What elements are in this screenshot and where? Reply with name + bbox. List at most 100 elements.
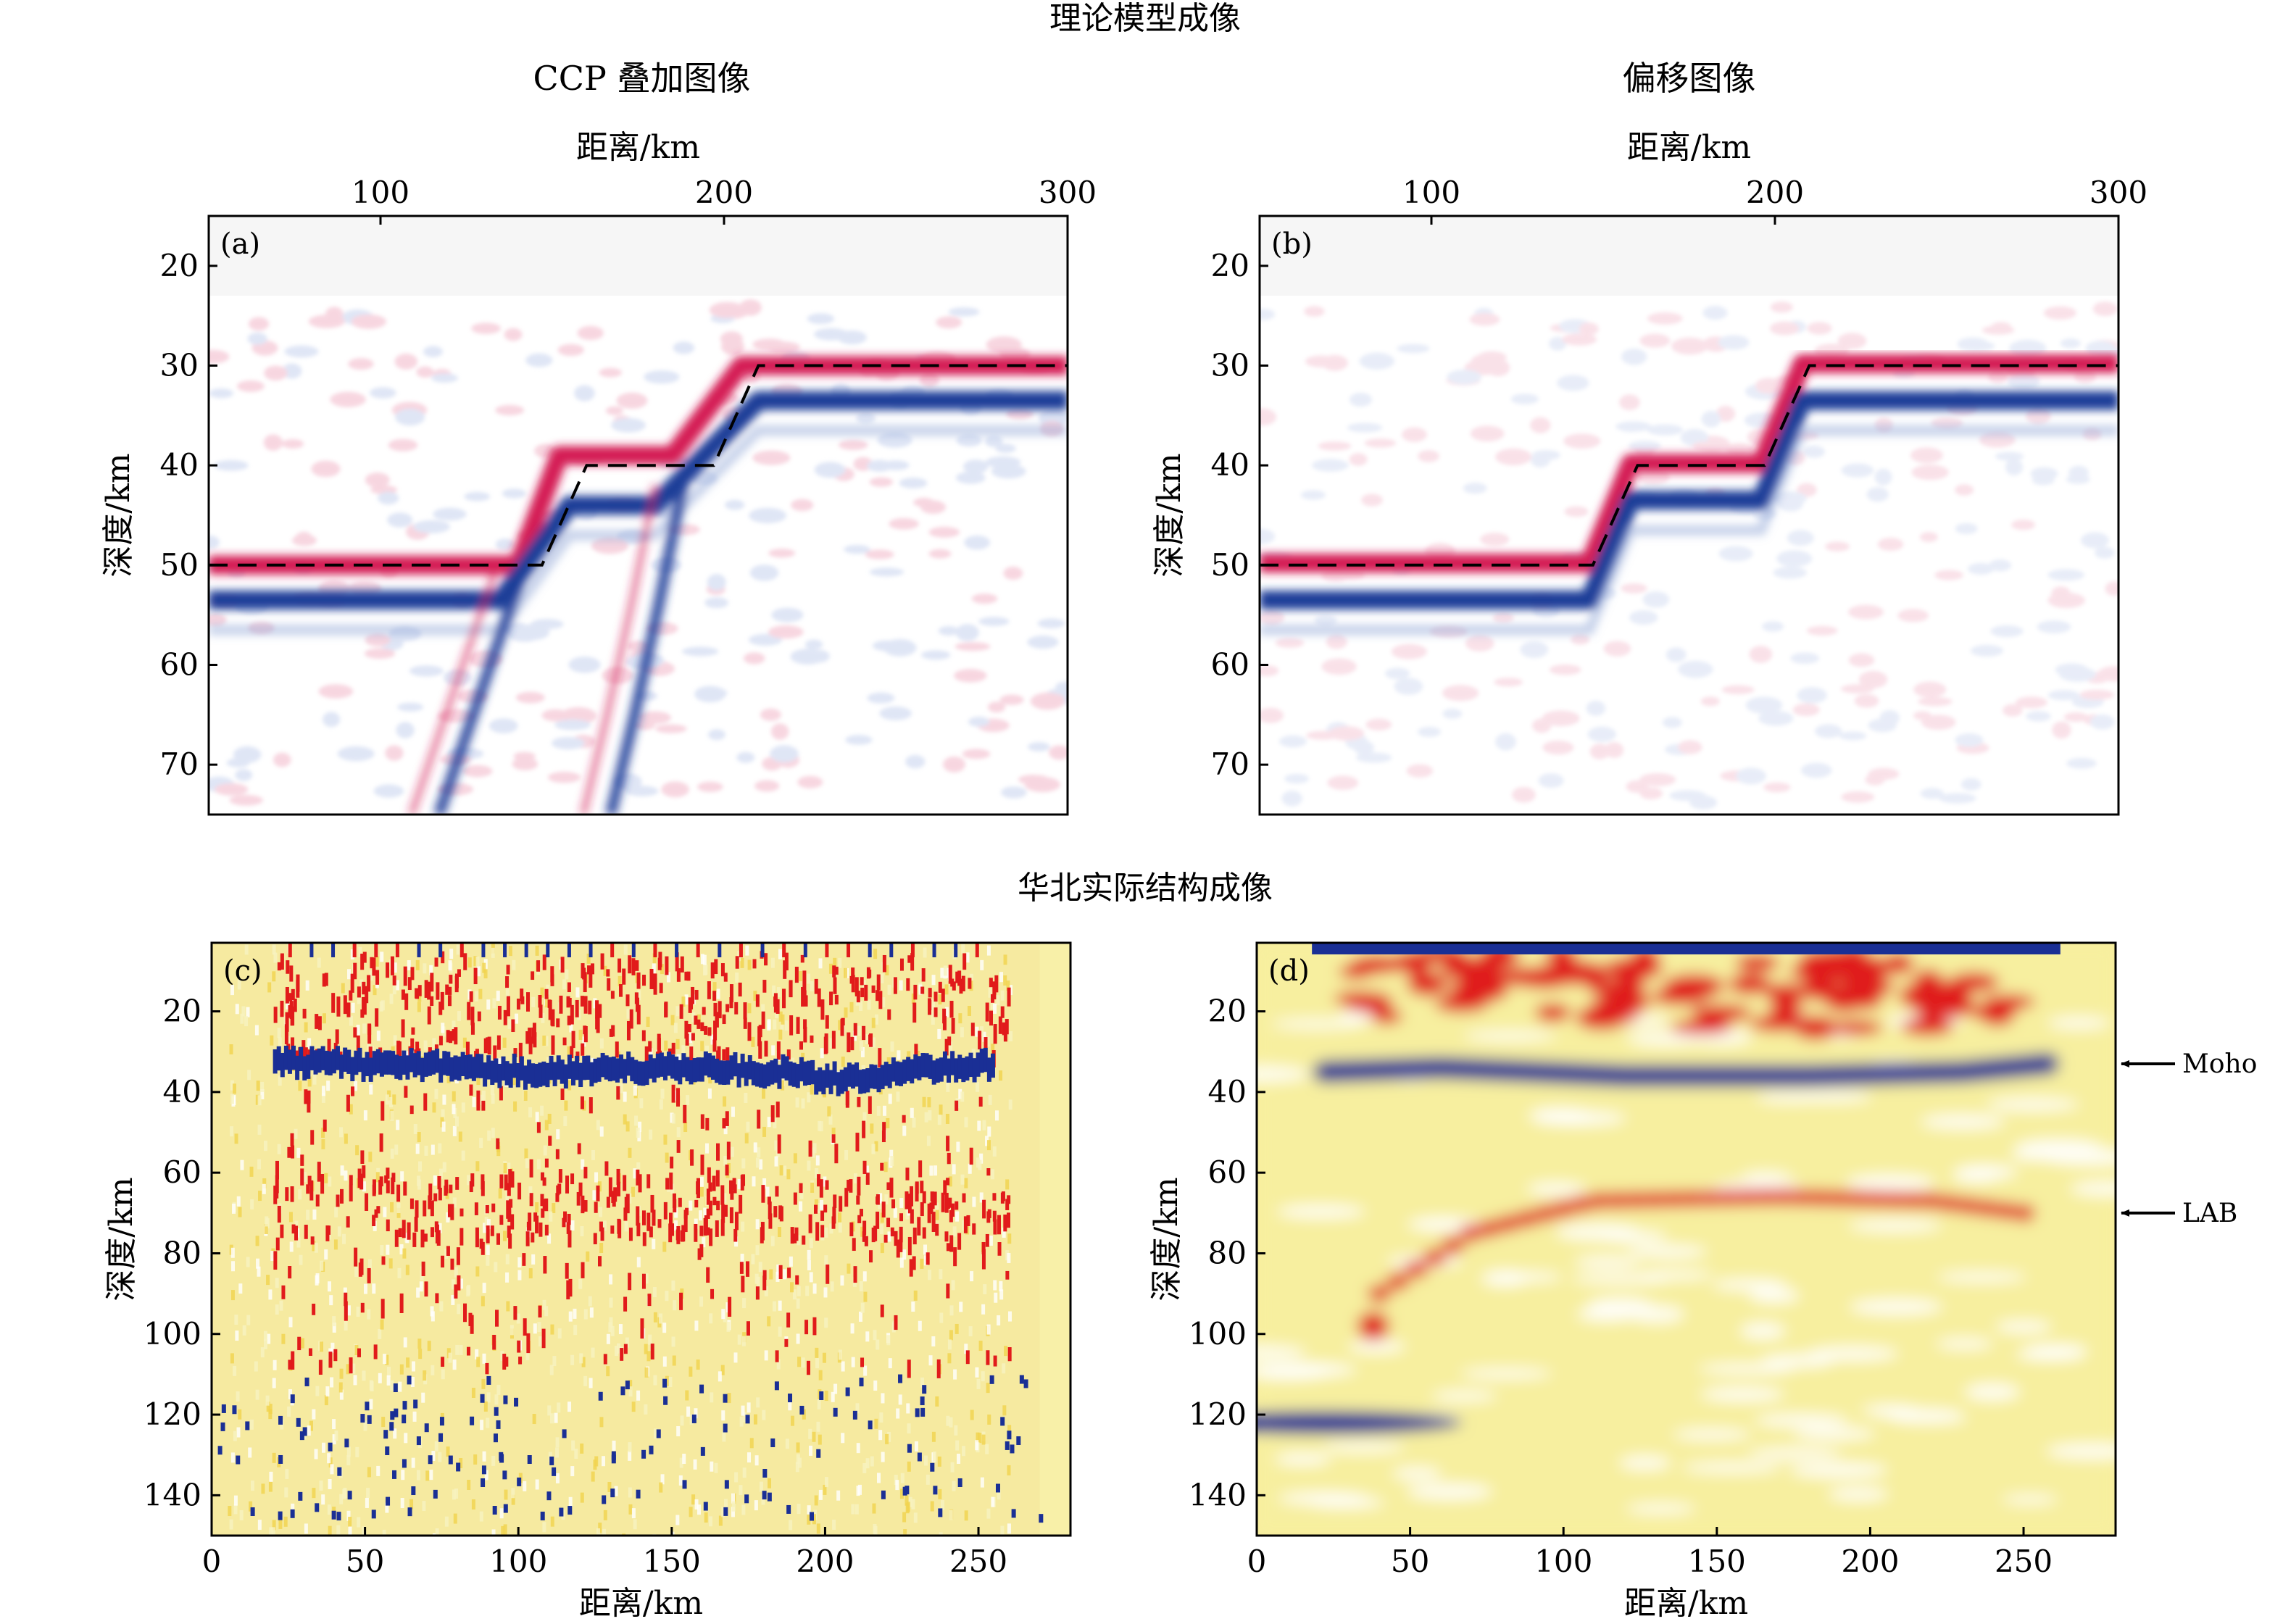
noise-cell [246,1257,250,1267]
noise-blob [1787,530,1814,546]
noise-blob [748,633,783,646]
red-cell [589,968,593,988]
noise-blob [1530,417,1551,433]
noise-cell [349,1015,353,1026]
noise-cell [555,1437,560,1448]
noise-cell [741,1158,746,1169]
red-cell [623,1175,627,1191]
blue-cell [386,1496,391,1506]
blue-cell [1010,1444,1015,1454]
red-cell [327,1038,331,1058]
noise-blob [1989,559,2012,572]
noise-cell [230,1247,235,1258]
blue-cell [304,1377,309,1386]
noise-cell [879,1224,883,1235]
noise-cell [818,1434,822,1445]
red-cell [610,1225,615,1234]
red-cell [676,968,681,982]
red-cell [853,1023,857,1036]
noise-blob [1356,752,1392,763]
noise-cell [700,954,704,965]
noise-blob [1564,506,1589,517]
red-cell [628,1228,633,1241]
moho-cell [807,1060,812,1086]
deep-blue-blob [1257,1411,1463,1435]
blue-cell [502,1470,507,1480]
noise-blob [2009,339,2047,357]
red-cell [948,965,952,984]
red-cell [826,1264,830,1284]
red-cell [496,1035,501,1050]
noise-cell [321,1092,325,1103]
moho-cell [667,1052,672,1076]
noise-cell [708,1516,712,1527]
noise-cell [542,1299,546,1310]
noise-cell [238,1409,242,1420]
noise-cell [332,1316,336,1327]
red-cell [710,1288,715,1299]
noise-cell [262,1183,266,1194]
noise-blob [2089,714,2115,730]
noise-cell [841,1433,845,1444]
red-cell [992,1210,997,1222]
red-cell [706,1267,710,1283]
noise-cell [610,1325,615,1336]
red-cell [570,1004,574,1025]
red-cell [510,1214,515,1230]
noise-cell [999,972,1004,983]
red-cell [374,1209,378,1218]
y-tick-label: 50 [1211,547,1249,583]
red-cell [653,973,657,990]
noise-cell [684,994,689,1005]
noise-blob [1678,660,1713,678]
red-cell [548,999,552,1020]
noise-cell [776,1264,781,1275]
red-cell [558,1169,562,1183]
noise-blob [807,313,835,325]
red-cell [933,1007,938,1017]
noise-cell [633,1085,637,1096]
noise-cell [378,1328,382,1339]
noise-cell [257,1266,261,1277]
noise-blob [867,459,892,472]
moho-cell [306,1054,311,1079]
moho-cell [375,1049,380,1074]
red-cell [469,991,473,1002]
noise-cell [472,1096,476,1107]
red-cell [357,1348,361,1357]
moho-cell [438,1058,444,1083]
moho-cell [508,1063,513,1088]
noise-cell [417,1175,421,1186]
red-cell [678,1197,682,1207]
red-cell [380,1101,385,1121]
noise-cell [583,1375,588,1386]
noise-cell [325,1386,330,1397]
red-cell [725,1111,729,1126]
noise-cell [652,953,657,964]
noise-cell [380,1319,384,1330]
x-axis-label: 距离/km [576,129,700,166]
noise-cell [385,1502,389,1513]
red-cell [997,1242,1002,1256]
red-cell [859,1209,863,1217]
noise-cell [1002,1405,1007,1416]
blue-cell [499,1454,504,1463]
noise-cell [525,1158,529,1169]
shallow-red [1536,1003,1570,1022]
red-cell [339,1188,344,1204]
noise-blob [1877,538,1904,551]
red-cell [528,1036,533,1054]
noise-cell [829,1223,833,1234]
red-cell [800,954,804,963]
red-cell [856,991,860,1003]
red-cell [315,1014,319,1029]
noise-blob [760,708,781,721]
noise-blob [1039,693,1065,704]
noise-cell [986,1508,991,1519]
red-cell [981,1241,986,1254]
top-section-title: 理论模型成像 [1049,0,1241,37]
noise-cell [602,1220,607,1231]
white-streak [1712,1278,1787,1291]
white-streak [1431,1391,1497,1402]
white-streak [1494,1272,1563,1282]
